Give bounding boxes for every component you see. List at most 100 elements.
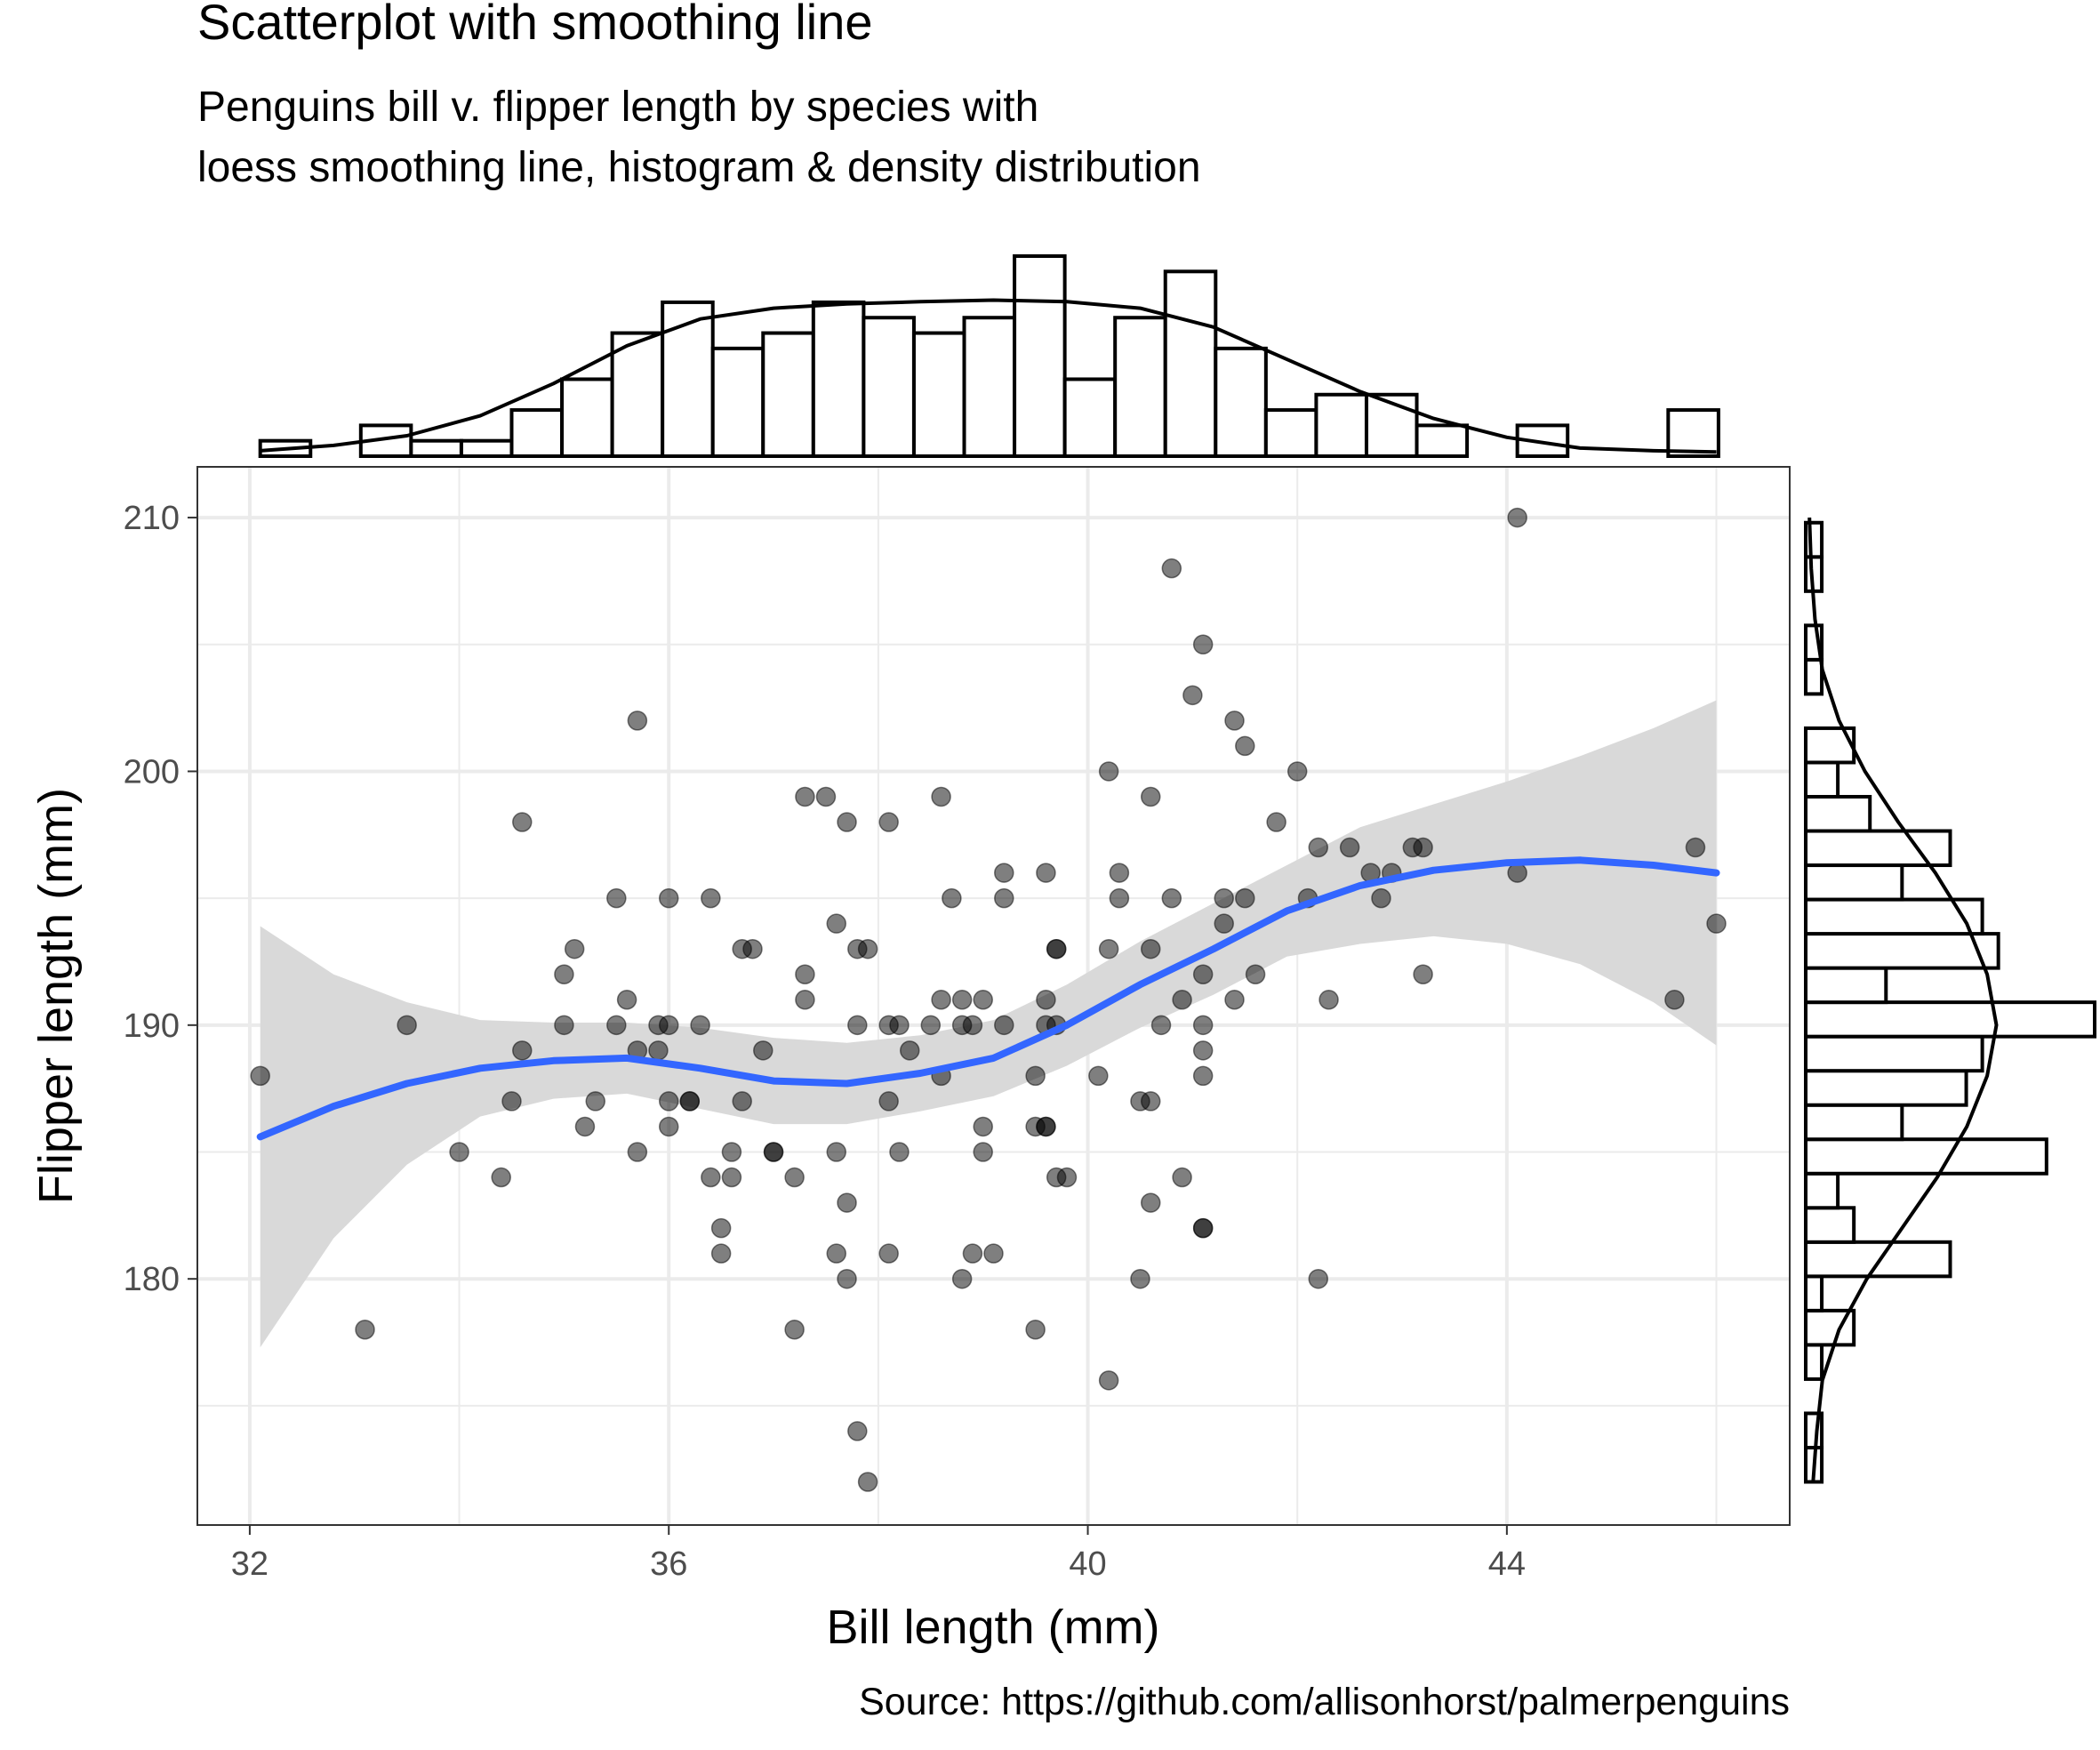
scatter-point xyxy=(878,812,899,832)
scatter-point xyxy=(763,1142,784,1162)
scatter-point xyxy=(1109,887,1130,909)
scatter-point xyxy=(1413,964,1433,984)
scatter-point xyxy=(449,1142,469,1162)
chart-title: Scatterplot with smoothing line xyxy=(197,0,873,50)
y-axis-title: Flipper length (mm) xyxy=(29,788,83,1204)
scatter-point xyxy=(1214,913,1234,934)
scatter-point xyxy=(658,1091,679,1112)
right-histogram-bar xyxy=(1804,1206,1856,1244)
scatter-point xyxy=(1224,710,1245,731)
scatter-point xyxy=(878,1243,899,1264)
scatter-point xyxy=(962,1015,983,1036)
scatter-point xyxy=(1339,837,1360,858)
scatter-point xyxy=(658,1116,679,1137)
scatter-point xyxy=(1308,837,1329,858)
right-histogram-bar xyxy=(1804,1137,2048,1176)
top-histogram-bar xyxy=(811,300,866,458)
scatter-point xyxy=(837,812,857,832)
top-histogram-bar xyxy=(409,438,463,459)
top-density-curve xyxy=(260,298,1717,454)
scatter-point xyxy=(701,1167,721,1188)
scatter-point xyxy=(1150,1015,1172,1036)
scatter-point xyxy=(837,1268,857,1289)
scatter-point xyxy=(1214,887,1234,909)
scatter-point xyxy=(826,1142,847,1162)
plot-panel-background xyxy=(197,467,1790,1525)
right-histogram-bar xyxy=(1804,1171,1840,1210)
scatter-point xyxy=(973,1116,993,1137)
scatter-point xyxy=(1140,1192,1161,1213)
smoothing-line-layer xyxy=(256,856,1720,1141)
scatter-point xyxy=(1235,735,1255,757)
scatter-point xyxy=(501,1091,522,1112)
scatter-point xyxy=(973,990,993,1010)
scatter-point xyxy=(1098,1370,1119,1391)
scatter-point xyxy=(1507,863,1527,883)
scatter-point xyxy=(878,1091,899,1112)
scatter-point xyxy=(1098,761,1119,782)
scatter-point xyxy=(1245,964,1266,984)
scatter-point xyxy=(1046,938,1067,959)
right-histogram-bar xyxy=(1804,1343,1824,1381)
top-histogram-bar xyxy=(661,300,715,458)
scatter-point xyxy=(1161,887,1182,909)
scatter-point xyxy=(994,887,1014,909)
x-tick-label: 32 xyxy=(231,1545,269,1583)
top-histogram-bar xyxy=(509,408,565,459)
scatter-point xyxy=(710,1217,732,1239)
scatter-point xyxy=(931,990,951,1010)
right-histogram-bar xyxy=(1804,657,1824,696)
scatter-point xyxy=(721,1167,742,1188)
right-histogram xyxy=(1804,518,2096,1484)
top-histogram-bar xyxy=(610,331,665,458)
scatter-point xyxy=(1098,938,1119,959)
grid-lines xyxy=(197,467,1790,1525)
scatter-point xyxy=(826,913,847,934)
right-histogram-bar xyxy=(1804,760,1840,799)
scatter-point xyxy=(1192,1015,1214,1036)
scatter-point xyxy=(1192,634,1214,655)
right-histogram-bar xyxy=(1804,1240,1952,1279)
scatter-point xyxy=(512,1040,533,1061)
scatter-point xyxy=(857,1472,878,1492)
scatter-point xyxy=(1308,1268,1329,1289)
scatter-point xyxy=(1192,1065,1214,1087)
right-histogram-bar xyxy=(1804,863,1904,902)
scatter-point xyxy=(690,1015,710,1036)
confidence-ribbon-layer xyxy=(260,700,1717,1348)
scatter-point xyxy=(795,990,815,1010)
scatter-point xyxy=(627,710,648,731)
top-histogram-bar xyxy=(1415,423,1470,458)
top-histogram-bar xyxy=(1062,377,1118,459)
x-tick-label: 44 xyxy=(1488,1545,1526,1583)
scatter-point xyxy=(1036,863,1056,883)
x-tick-label: 36 xyxy=(650,1545,687,1583)
scatter-point xyxy=(795,964,815,984)
scatter-point xyxy=(1371,887,1391,909)
top-histogram-bar xyxy=(862,316,916,458)
scatter-point xyxy=(491,1167,511,1188)
right-histogram-bar xyxy=(1804,1034,1984,1073)
right-histogram-bar xyxy=(1804,1274,1824,1312)
right-histogram-bar xyxy=(1804,966,1888,1005)
scatter-point xyxy=(857,938,878,959)
scatter-point xyxy=(1192,1217,1214,1239)
top-histogram-bar xyxy=(560,377,614,459)
scatter-point xyxy=(658,887,679,909)
top-histogram-bar xyxy=(1214,346,1268,459)
top-histogram-bar xyxy=(459,438,514,459)
scatter-point xyxy=(1224,990,1245,1010)
right-histogram-bar xyxy=(1804,1103,1904,1142)
scatter-point xyxy=(397,1015,417,1036)
scatter-point xyxy=(1706,913,1727,934)
scatter-point xyxy=(679,1091,701,1112)
axis-ticks-and-labels: 32 36 40 44 180 190 200 210 xyxy=(124,500,1526,1583)
scatter-point xyxy=(1025,1320,1046,1340)
scatter-point xyxy=(742,938,763,959)
scatter-point xyxy=(1172,990,1192,1010)
scatter-point xyxy=(920,1015,942,1036)
chart-subtitle-line-1: Penguins bill v. flipper length by speci… xyxy=(197,84,1038,131)
scatter-point xyxy=(1413,837,1433,858)
scatter-point xyxy=(710,1243,732,1264)
scatter-point xyxy=(795,786,815,807)
